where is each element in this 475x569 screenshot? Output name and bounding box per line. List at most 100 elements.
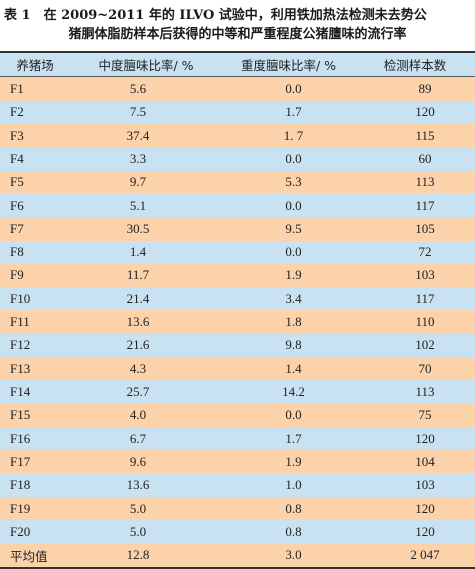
caption-line-2: 猪胴体脂肪样本后获得的中等和严重程度公猪膻味的流行率 [68, 27, 407, 42]
moderate-cell: 21.4 [126, 290, 150, 306]
count-cell: 115 [415, 127, 435, 143]
moderate-cell: 37.4 [126, 127, 150, 143]
severe-cell: 1.0 [285, 477, 302, 493]
count-cell: 110 [415, 314, 435, 330]
moderate-cell: 25.7 [126, 384, 150, 400]
moderate-cell: 30.5 [126, 220, 150, 236]
farm-cell: F5 [10, 174, 24, 190]
header-moderate-taint: 中度膻味比率/ % [70, 51, 222, 78]
count-cell: 113 [415, 384, 435, 400]
count-cell: 120 [415, 430, 435, 446]
severe-cell: 1.7 [285, 430, 302, 446]
table-row: F17 9.6 1.9 104 [0, 450, 475, 474]
severe-cell: 3.4 [285, 290, 302, 306]
count-cell: 70 [418, 360, 432, 376]
moderate-cell: 11.7 [126, 267, 150, 283]
count-cell: 120 [415, 500, 435, 516]
moderate-cell: 4.0 [129, 407, 147, 423]
severe-cell: 0.0 [285, 197, 302, 213]
farm-cell: F9 [10, 267, 24, 283]
moderate-cell: 4.3 [129, 360, 147, 376]
farm-cell: F3 [10, 127, 24, 143]
farm-cell: F8 [10, 244, 24, 260]
farm-cell: F17 [10, 453, 31, 469]
moderate-cell: 13.6 [126, 314, 150, 330]
table-row: F7 30.5 9.5 105 [0, 217, 475, 241]
count-cell: 103 [415, 267, 435, 283]
moderate-cell: 1.4 [129, 244, 147, 260]
count-cell: 117 [415, 197, 435, 213]
total-sample-count: 2 047 [355, 543, 475, 569]
table-row: F13 4.3 1.4 70 [0, 357, 475, 381]
table-row: F1 5.6 0.0 89 [0, 76, 475, 101]
severe-cell: 5.3 [285, 174, 302, 190]
count-cell: 105 [415, 220, 435, 236]
severe-cell: 1.9 [285, 453, 302, 469]
farm-cell: F6 [10, 197, 24, 213]
moderate-cell: 21.6 [126, 337, 150, 353]
farm-cell: F2 [10, 104, 24, 120]
severe-cell: 0.8 [285, 500, 302, 516]
average-row: 平均值 12.8 3.0 2 047 [0, 543, 475, 569]
farm-cell: F18 [10, 477, 31, 493]
average-moderate: 12.8 [70, 543, 222, 569]
moderate-cell: 5.0 [129, 500, 147, 516]
severe-cell: 1.9 [285, 267, 302, 283]
header-row: 养猪场 中度膻味比率/ % 重度膻味比率/ % 检测样本数 [0, 51, 475, 78]
table-row: F15 4.0 0.0 75 [0, 403, 475, 427]
table-row: F10 21.4 3.4 117 [0, 287, 475, 311]
count-cell: 120 [415, 104, 435, 120]
table-row: F5 9.7 5.3 113 [0, 170, 475, 194]
count-cell: 104 [415, 453, 435, 469]
count-cell: 120 [415, 523, 435, 539]
farm-cell: F10 [10, 290, 31, 306]
prevalence-table: 养猪场 中度膻味比率/ % 重度膻味比率/ % 检测样本数 F1 5.6 0.0 89… [0, 51, 475, 569]
table-row: F20 5.0 0.8 120 [0, 520, 475, 544]
moderate-cell: 5.0 [129, 523, 147, 539]
header-severe-taint: 重度膻味比率/ % [222, 51, 355, 78]
count-cell: 102 [415, 337, 435, 353]
severe-cell: 0.0 [285, 244, 302, 260]
farm-cell: F7 [10, 220, 24, 236]
caption-line-1: 表 1 在 2009~2011 年的 ILVO 试验中，利用铁加热法检测未去势公 [4, 8, 427, 23]
farm-cell: F19 [10, 500, 31, 516]
count-cell: 89 [418, 80, 432, 96]
average-severe: 3.0 [222, 543, 355, 569]
severe-cell: 0.0 [285, 150, 302, 166]
table-caption: 表 1 在 2009~2011 年的 ILVO 试验中，利用铁加热法检测未去势公… [4, 6, 471, 44]
severe-cell: 9.8 [285, 337, 302, 353]
severe-cell: 1.4 [285, 360, 302, 376]
severe-cell: 9.5 [285, 220, 302, 236]
table-row: F4 3.3 0.0 60 [0, 147, 475, 171]
severe-cell: 1. 7 [283, 127, 304, 143]
severe-cell: 0.0 [285, 407, 302, 423]
moderate-cell: 5.1 [129, 197, 147, 213]
table-row: F19 5.0 0.8 120 [0, 496, 475, 521]
farm-cell: F16 [10, 430, 31, 446]
farm-cell: F14 [10, 384, 31, 400]
moderate-cell: 6.7 [129, 430, 147, 446]
moderate-cell: 5.6 [129, 80, 147, 96]
moderate-cell: 13.6 [126, 477, 150, 493]
table-row: F8 1.4 0.0 72 [0, 240, 475, 264]
farm-cell: F12 [10, 337, 31, 353]
severe-cell: 1.8 [285, 314, 302, 330]
count-cell: 72 [418, 244, 432, 260]
farm-cell: F15 [10, 407, 31, 423]
table-row: F9 11.7 1.9 103 [0, 263, 475, 288]
header-farm: 养猪场 [0, 51, 70, 78]
average-label: 平均值 [0, 543, 70, 569]
severe-cell: 0.8 [285, 523, 302, 539]
count-cell: 117 [415, 290, 435, 306]
count-cell: 113 [415, 174, 435, 190]
severe-cell: 14.2 [282, 384, 305, 400]
severe-cell: 0.0 [285, 80, 302, 96]
farm-cell: F20 [10, 523, 31, 539]
table-row: F18 13.6 1.0 103 [0, 473, 475, 497]
table-row: F12 21.6 9.8 102 [0, 333, 475, 358]
farm-cell: F1 [10, 80, 24, 96]
header-sample-count: 检测样本数 [355, 51, 475, 78]
table-row: F16 6.7 1.7 120 [0, 427, 475, 451]
farm-cell: F4 [10, 150, 24, 166]
farm-cell: F11 [10, 314, 30, 330]
